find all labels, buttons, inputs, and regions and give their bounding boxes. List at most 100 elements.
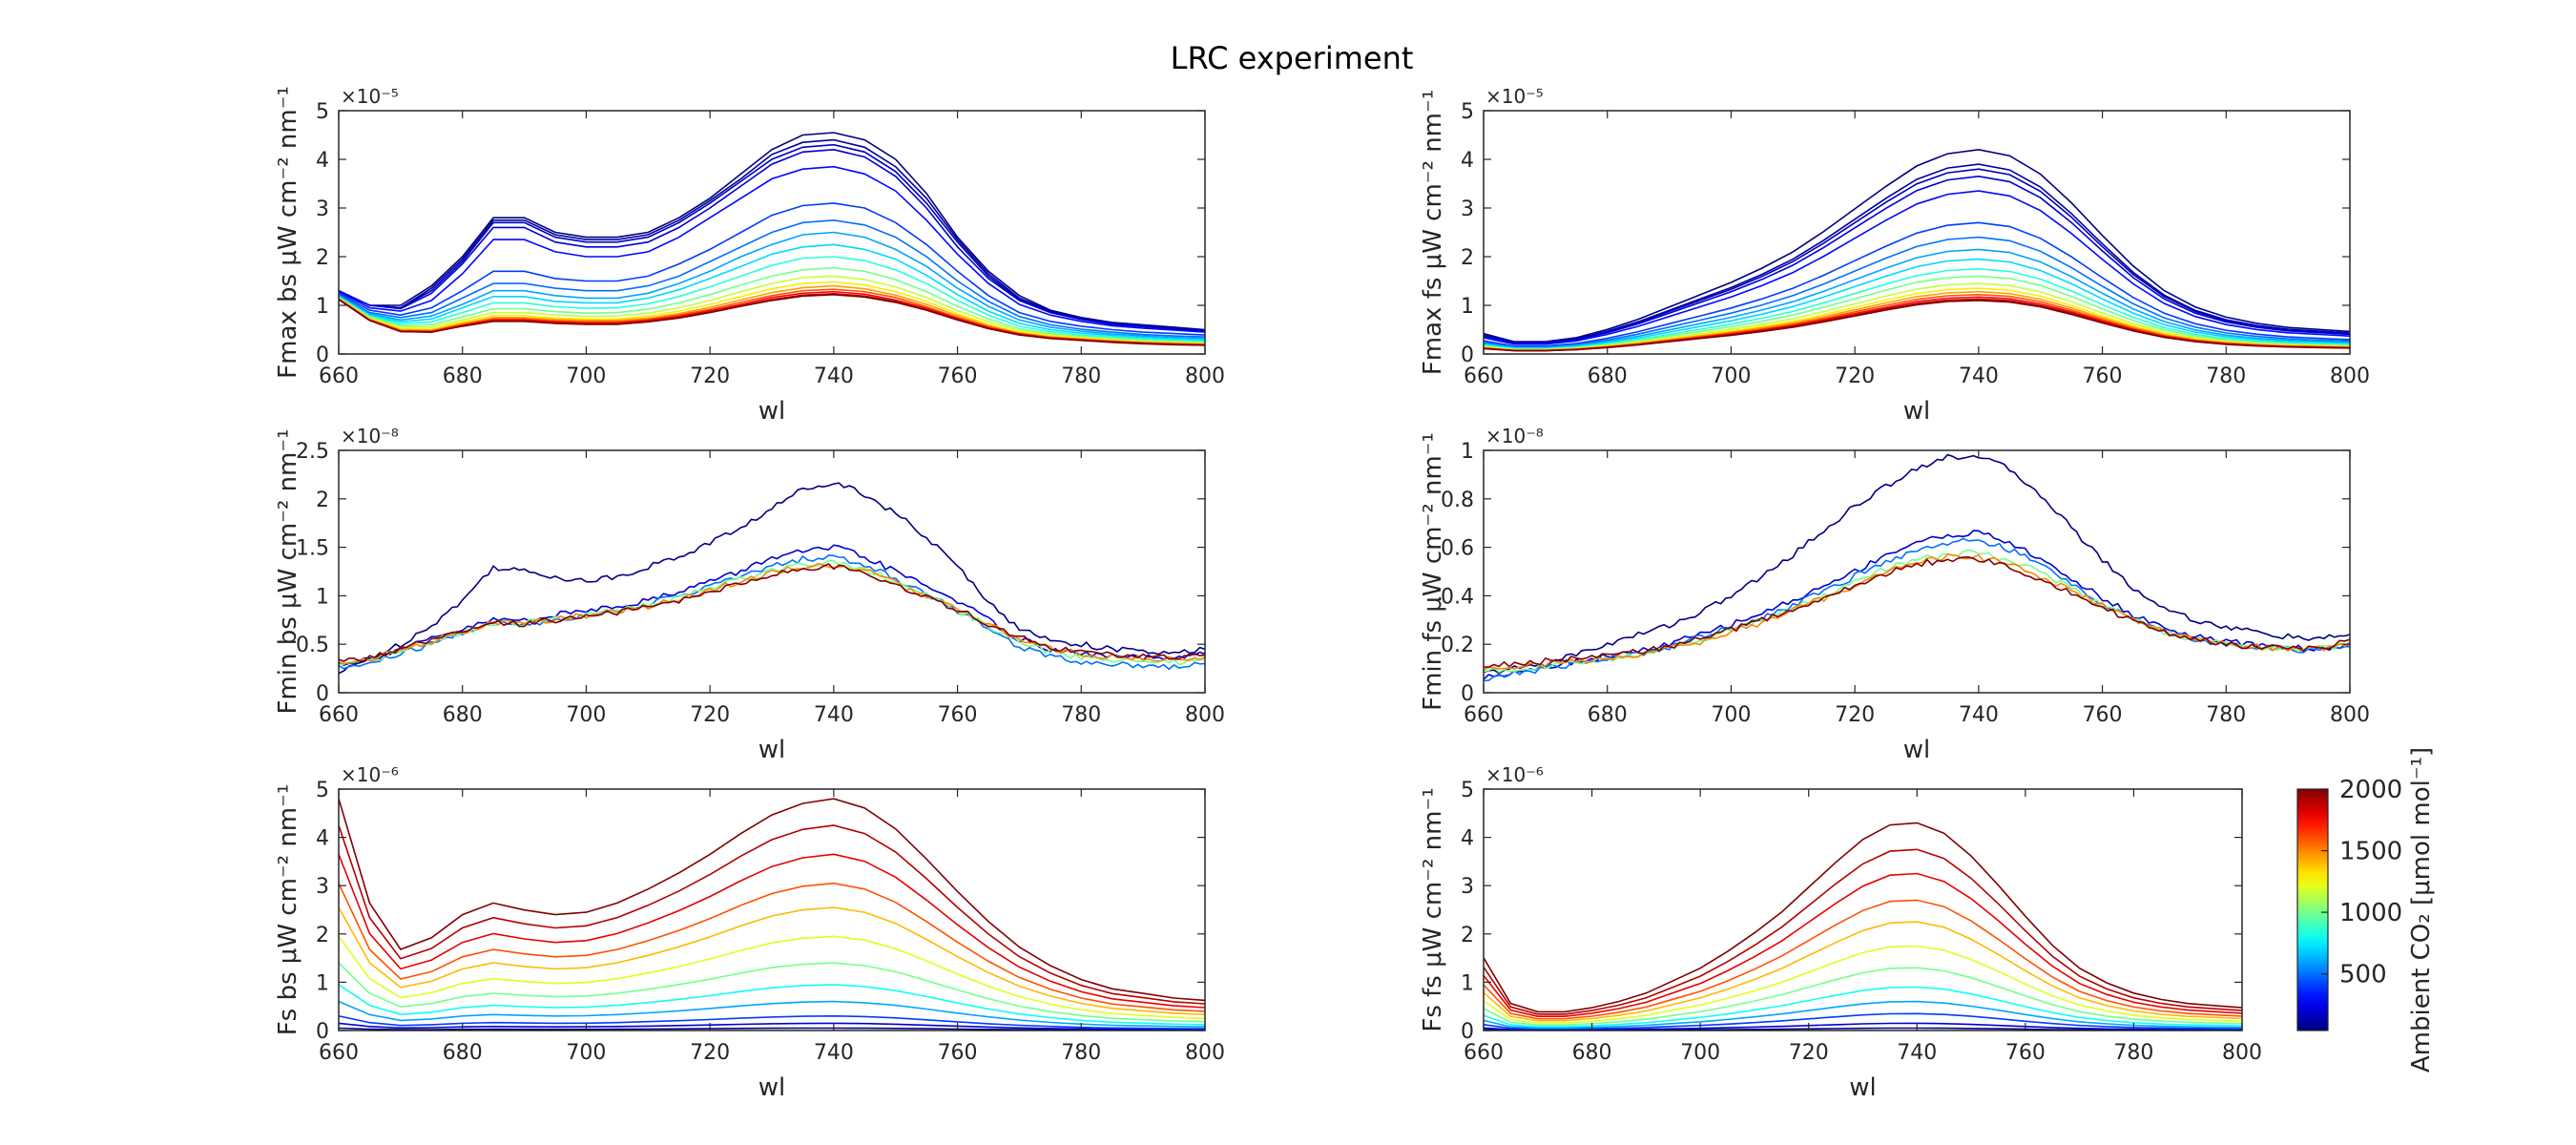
x-tick-label: 680 xyxy=(1588,364,1628,388)
series-line-co2-2000 xyxy=(1484,555,2350,668)
x-tick-label: 660 xyxy=(1464,703,1504,727)
x-tick-label: 700 xyxy=(566,1041,606,1065)
subplot-fmin-bs: 660 680 700 720 740 760 780 800 0 0.5 1 1.5 2 2.5 ×10⁻… xyxy=(274,425,1225,764)
x-axis-label: wl xyxy=(1903,736,1931,764)
x-tick-label: 700 xyxy=(1680,1041,1720,1065)
series-line-co2-40 xyxy=(1484,148,2350,343)
y-tick-label: 4 xyxy=(1461,149,1474,173)
x-tick-label: 740 xyxy=(1959,364,1999,388)
x-tick-label: 760 xyxy=(2083,364,2123,388)
x-axis-label: wl xyxy=(758,736,786,764)
y-tick-label: 4 xyxy=(316,827,329,851)
series-line-co2-800 xyxy=(339,984,1205,1026)
series-line-co2-1200 xyxy=(1484,945,2242,1024)
x-tick-label: 800 xyxy=(1185,703,1225,727)
series-line-co2-1900 xyxy=(1484,848,2242,1015)
series-line-co2-200 xyxy=(339,148,1205,332)
series-group xyxy=(1484,453,2350,682)
y-tick-label: 3 xyxy=(1461,875,1474,899)
x-tick-label: 720 xyxy=(690,703,730,727)
y-tick-label: 5 xyxy=(316,779,329,802)
series-group xyxy=(1484,148,2350,352)
y-tick-label: 0 xyxy=(1461,344,1474,367)
colorbar: 500 1000 1500 2000 Ambient CO₂ [μmol mol⁻¹] xyxy=(2296,747,2436,1072)
axes-box xyxy=(338,449,1206,694)
x-tick-label: 800 xyxy=(1185,364,1225,388)
series-group xyxy=(339,798,1205,1030)
y-tick-label: 2.5 xyxy=(296,440,329,464)
x-tick-label: 720 xyxy=(690,364,730,388)
series-line-co2-700 xyxy=(339,243,1205,341)
x-tick-label: 760 xyxy=(938,364,978,388)
x-tick-label: 740 xyxy=(814,703,854,727)
x-tick-label: 800 xyxy=(2222,1041,2262,1065)
series-line-co2-40 xyxy=(1484,453,2350,675)
y-tick-label: 3 xyxy=(1461,198,1474,221)
series-line-co2-1500 xyxy=(339,562,1205,664)
y-exponent-label: ×10⁻⁵ xyxy=(1485,85,1544,108)
series-line-co2-1000 xyxy=(1484,275,2350,350)
x-tick-label: 680 xyxy=(443,703,483,727)
series-line-co2-2000 xyxy=(339,563,1205,662)
y-tick-label: 2 xyxy=(316,246,329,270)
x-tick-label: 780 xyxy=(1061,1041,1101,1065)
series-line-co2-200 xyxy=(1484,1022,2242,1030)
series-line-co2-40 xyxy=(339,132,1205,331)
x-tick-label: 720 xyxy=(1835,703,1875,727)
series-line-co2-800 xyxy=(1484,986,2242,1028)
x-tick-label: 720 xyxy=(1835,364,1875,388)
y-tick-label: 3 xyxy=(316,198,329,221)
series-line-co2-1800 xyxy=(339,853,1205,1009)
y-tick-label: 0.2 xyxy=(1441,634,1474,657)
series-line-co2-200 xyxy=(339,1022,1205,1030)
y-tick-label: 5 xyxy=(1461,779,1474,802)
y-tick-label: 1 xyxy=(316,585,329,609)
x-tick-label: 780 xyxy=(1061,703,1101,727)
series-line-co2-300 xyxy=(339,165,1205,333)
y-tick-label: 1 xyxy=(316,971,329,995)
series-line-co2-100 xyxy=(339,138,1205,331)
series-line-co2-400 xyxy=(1484,221,2350,347)
y-tick-label: 1 xyxy=(1461,971,1474,995)
y-tick-label: 0.5 xyxy=(296,634,329,657)
series-line-co2-600 xyxy=(339,231,1205,340)
x-axis-label: wl xyxy=(1903,397,1931,426)
series-line-co2-2000 xyxy=(1484,822,2242,1013)
series-line-co2-150 xyxy=(339,143,1205,332)
y-tick-label: 4 xyxy=(316,149,329,173)
x-tick-label: 800 xyxy=(2330,703,2370,727)
x-axis-label: wl xyxy=(1849,1073,1877,1102)
x-tick-label: 780 xyxy=(2206,703,2246,727)
x-tick-label: 780 xyxy=(1061,364,1101,388)
subplot-fmax-bs: 660 680 700 720 740 760 780 800 0 1 2 3 4 5 ×10⁻⁵ wl Fma… xyxy=(274,85,1225,426)
axes-box xyxy=(1483,788,2243,1031)
series-line-co2-1150 xyxy=(339,275,1205,344)
x-tick-label: 660 xyxy=(1464,364,1504,388)
series-group xyxy=(339,132,1205,346)
series-line-co2-500 xyxy=(1484,236,2350,348)
y-tick-label: 1 xyxy=(1461,440,1474,464)
series-line-co2-600 xyxy=(1484,248,2350,349)
series-line-co2-400 xyxy=(339,1014,1205,1030)
x-tick-label: 680 xyxy=(1588,703,1628,727)
x-tick-label: 660 xyxy=(319,1041,359,1065)
x-tick-label: 780 xyxy=(2113,1041,2153,1065)
axes-box xyxy=(1483,110,2351,355)
series-line-co2-1500 xyxy=(1484,552,2350,671)
colorbar-tick-label: 1500 xyxy=(2339,838,2402,866)
series-line-co2-1900 xyxy=(339,824,1205,1005)
y-tick-label: 2 xyxy=(1461,246,1474,270)
series-line-co2-1400 xyxy=(1484,921,2242,1022)
y-exponent-label: ×10⁻⁸ xyxy=(1485,425,1544,448)
x-tick-label: 700 xyxy=(566,703,606,727)
x-tick-label: 740 xyxy=(814,364,854,388)
series-line-co2-400 xyxy=(1484,1012,2242,1030)
y-tick-label: 0 xyxy=(316,1020,329,1044)
y-tick-label: 0.6 xyxy=(1441,537,1474,561)
figure-title: LRC experiment xyxy=(1171,40,1414,76)
series-line-co2-1000 xyxy=(1484,967,2242,1026)
subplot-fs-bs: 660 680 700 720 740 760 780 800 0 1 2 3 4 5 ×10⁻⁶ wl Fs … xyxy=(274,763,1225,1102)
y-exponent-label: ×10⁻⁶ xyxy=(341,763,399,786)
y-tick-label: 5 xyxy=(1461,100,1474,124)
